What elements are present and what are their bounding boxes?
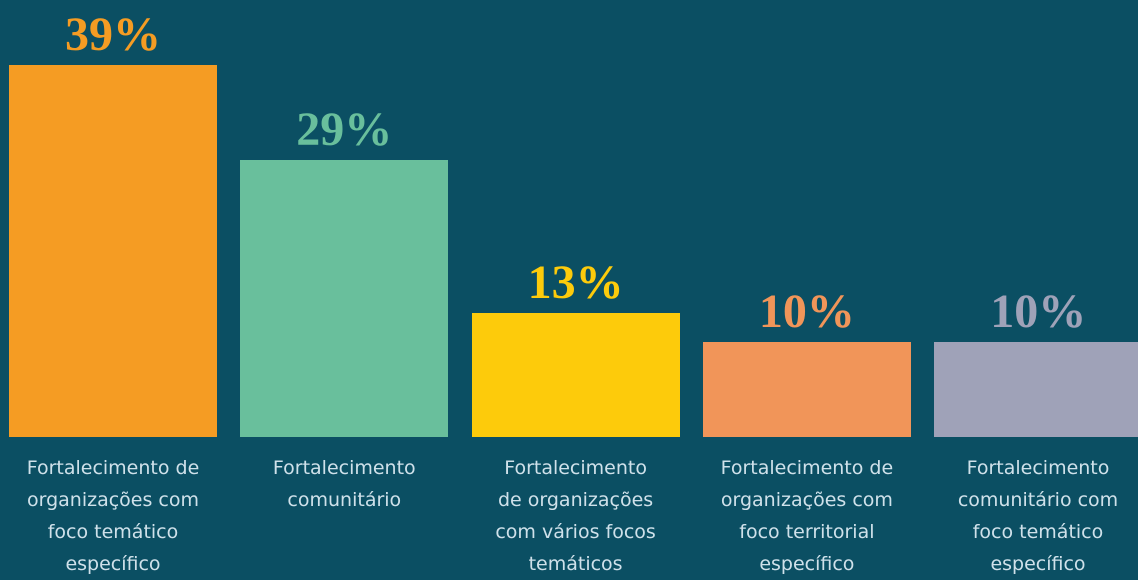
- category-label: Fortalecimento comunitário: [272, 457, 416, 511]
- category-label: Fortalecimento de organizações com foco …: [26, 457, 200, 575]
- category-label: Fortalecimento de organizações com vário…: [495, 457, 656, 575]
- category-label: Fortalecimento de organizações com foco …: [720, 457, 894, 575]
- bar: [934, 341, 1138, 437]
- bar: [240, 160, 449, 437]
- category-label: Fortalecimento comunitário com foco temá…: [957, 457, 1119, 575]
- bar: [9, 65, 217, 437]
- bar: [702, 341, 911, 437]
- value-label: 29%: [296, 103, 393, 157]
- value-label: 10%: [990, 284, 1087, 338]
- value-label: 10%: [758, 284, 855, 338]
- value-label: 13%: [527, 256, 624, 309]
- value-label: 39%: [65, 8, 161, 61]
- bar: [471, 313, 680, 437]
